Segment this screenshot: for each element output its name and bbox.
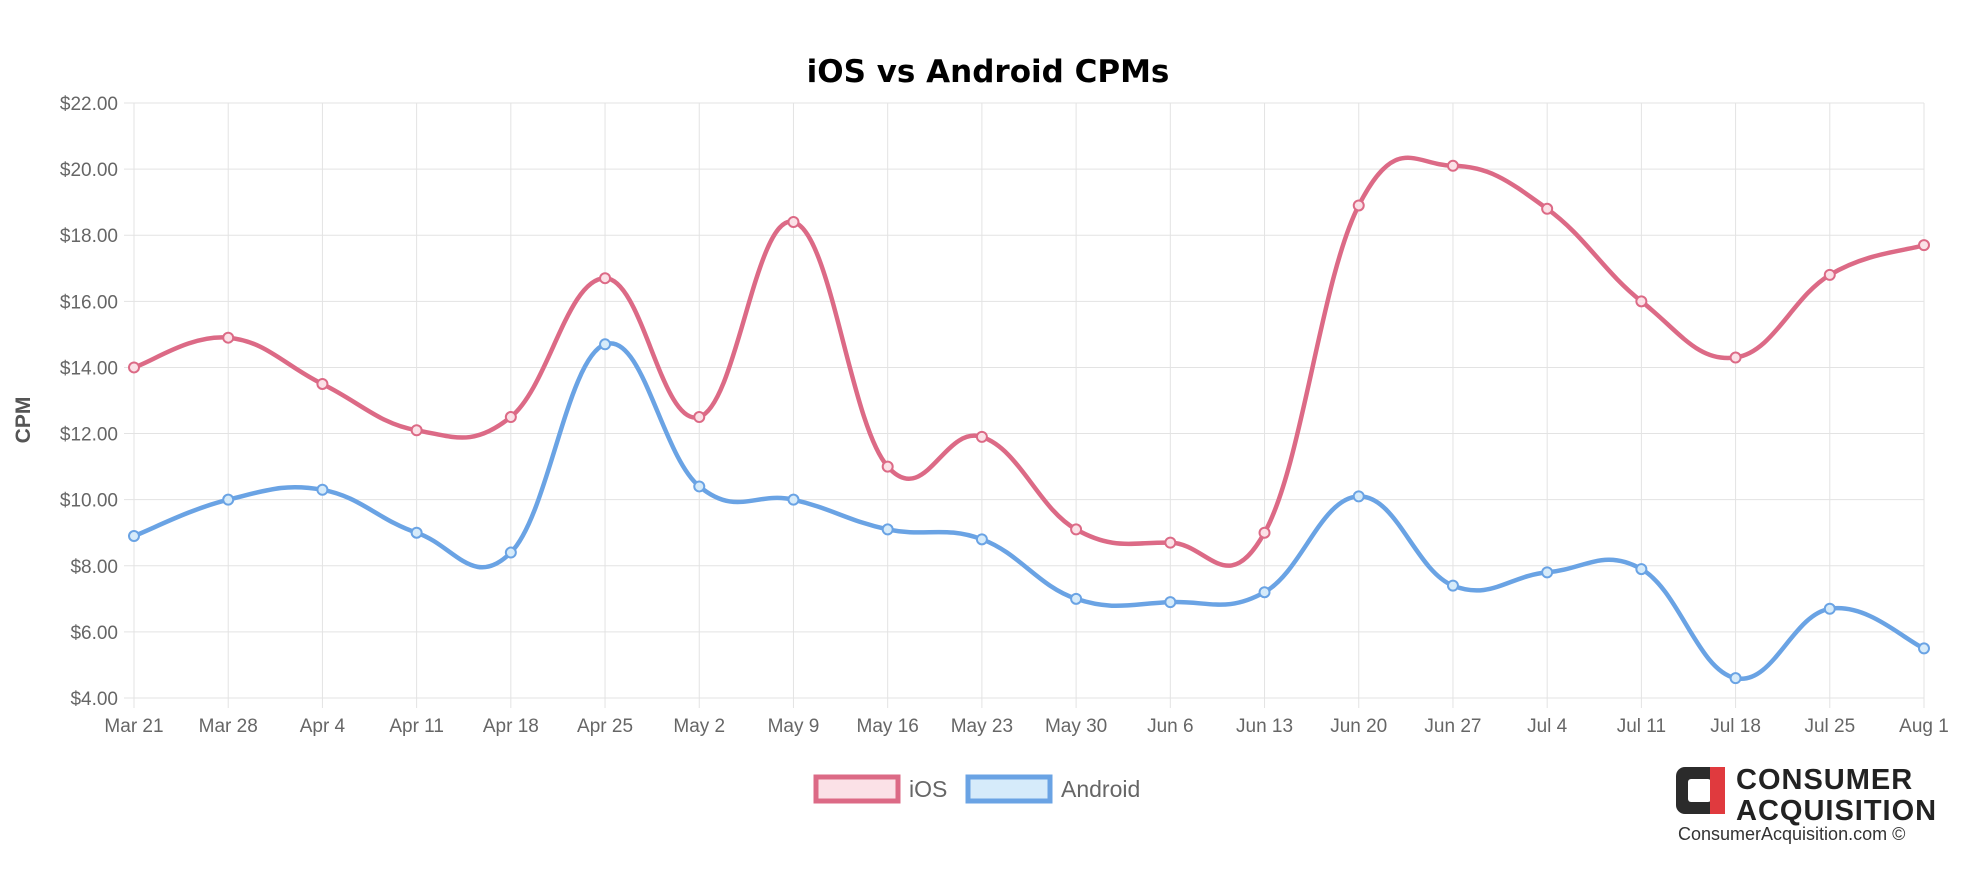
legend-label-android: Android bbox=[1061, 776, 1140, 802]
grid bbox=[124, 102, 1925, 708]
data-point-android[interactable] bbox=[1446, 579, 1459, 592]
x-tick-label: Jun 27 bbox=[1424, 716, 1481, 737]
legend-swatch-android bbox=[965, 774, 1053, 804]
logo-mark-red bbox=[1710, 767, 1725, 814]
data-point-android[interactable] bbox=[1164, 596, 1177, 609]
data-point-android[interactable] bbox=[1352, 490, 1365, 503]
x-tick-label: Apr 25 bbox=[577, 716, 633, 737]
data-point-android[interactable] bbox=[410, 526, 423, 539]
x-tick-label: May 30 bbox=[1045, 716, 1107, 737]
data-point-ios[interactable] bbox=[1446, 159, 1459, 172]
data-point-ios[interactable] bbox=[1258, 526, 1271, 539]
y-tick-label: $4.00 bbox=[70, 689, 118, 710]
data-point-android[interactable] bbox=[693, 480, 706, 493]
data-point-ios[interactable] bbox=[316, 377, 329, 390]
data-point-ios[interactable] bbox=[410, 424, 423, 437]
data-point-android[interactable] bbox=[599, 338, 612, 351]
data-point-android[interactable] bbox=[1541, 566, 1554, 579]
brand-logo: CONSUMER ACQUISITION ConsumerAcquisition… bbox=[1676, 764, 1937, 844]
series-lines bbox=[128, 155, 1930, 685]
legend-swatch-ios bbox=[813, 774, 901, 804]
x-tick-label: Jun 13 bbox=[1236, 716, 1293, 737]
x-tick-label: May 2 bbox=[673, 716, 725, 737]
x-tick-label: May 16 bbox=[857, 716, 919, 737]
y-tick-label: $16.00 bbox=[60, 292, 118, 313]
data-point-ios[interactable] bbox=[881, 460, 894, 473]
data-point-ios[interactable] bbox=[1070, 523, 1083, 536]
series-line-android bbox=[131, 341, 1927, 681]
x-tick-label: Jun 20 bbox=[1330, 716, 1387, 737]
y-tick-label: $18.00 bbox=[60, 226, 118, 247]
brand-line2: ACQUISITION bbox=[1736, 795, 1937, 827]
data-point-ios[interactable] bbox=[222, 331, 235, 344]
data-point-android[interactable] bbox=[128, 530, 140, 543]
data-point-ios[interactable] bbox=[1729, 351, 1742, 364]
data-point-android[interactable] bbox=[1729, 672, 1742, 685]
data-point-android[interactable] bbox=[1823, 602, 1836, 615]
data-point-android[interactable] bbox=[975, 533, 988, 546]
chart-title: iOS vs Android CPMs bbox=[807, 54, 1170, 90]
legend-item-ios[interactable]: iOS bbox=[813, 774, 947, 804]
x-tick-label: Mar 21 bbox=[104, 716, 163, 737]
data-point-ios[interactable] bbox=[1635, 295, 1648, 308]
logo-icon bbox=[1676, 767, 1725, 814]
y-tick-label: $8.00 bbox=[70, 557, 118, 578]
data-point-ios[interactable] bbox=[693, 411, 706, 424]
x-tick-label: Jun 6 bbox=[1147, 716, 1193, 737]
y-tick-label: $6.00 bbox=[70, 623, 118, 644]
data-point-ios[interactable] bbox=[599, 272, 612, 285]
data-point-ios[interactable] bbox=[787, 216, 800, 228]
brand-url: ConsumerAcquisition.com © bbox=[1678, 824, 1905, 844]
data-point-android[interactable] bbox=[881, 523, 894, 536]
x-tick-label: May 9 bbox=[768, 716, 820, 737]
y-tick-label: $14.00 bbox=[60, 358, 118, 379]
data-point-ios[interactable] bbox=[975, 430, 988, 443]
x-tick-label: Jul 4 bbox=[1527, 716, 1568, 737]
data-point-ios[interactable] bbox=[128, 361, 140, 374]
data-point-android[interactable] bbox=[1070, 592, 1083, 605]
data-point-ios[interactable] bbox=[1918, 239, 1930, 252]
x-tick-label: Apr 11 bbox=[389, 716, 444, 737]
data-point-ios[interactable] bbox=[504, 411, 517, 424]
x-tick-label: May 23 bbox=[951, 716, 1013, 737]
x-tick-label: Jul 18 bbox=[1710, 716, 1761, 737]
data-point-android[interactable] bbox=[222, 493, 235, 506]
data-point-ios[interactable] bbox=[1164, 536, 1177, 549]
data-point-android[interactable] bbox=[504, 546, 517, 559]
x-axis-ticks: Mar 21 Mar 28 Apr 4 Apr 11 Apr 18 Apr 25 May 2… bbox=[104, 716, 1948, 737]
data-point-ios[interactable] bbox=[1823, 268, 1836, 281]
data-point-android[interactable] bbox=[787, 493, 800, 506]
x-tick-label: Aug 1 bbox=[1899, 716, 1949, 737]
brand-line1: CONSUMER bbox=[1736, 764, 1913, 796]
series-line-ios bbox=[131, 155, 1927, 568]
y-tick-label: $10.00 bbox=[60, 491, 118, 512]
data-point-ios[interactable] bbox=[1352, 199, 1365, 212]
legend-label-ios: iOS bbox=[909, 776, 947, 802]
legend-item-android[interactable]: Android bbox=[965, 774, 1140, 804]
x-tick-label: Apr 4 bbox=[300, 716, 346, 737]
x-tick-label: Jul 11 bbox=[1617, 716, 1666, 737]
data-point-android[interactable] bbox=[316, 483, 329, 496]
x-tick-label: Mar 28 bbox=[199, 716, 258, 737]
y-tick-label: $20.00 bbox=[60, 160, 118, 181]
y-tick-label: $12.00 bbox=[60, 425, 118, 446]
x-tick-label: Apr 18 bbox=[483, 716, 539, 737]
data-point-ios[interactable] bbox=[1541, 202, 1554, 215]
y-axis-label: CPM bbox=[12, 397, 35, 444]
y-axis-ticks: $4.00 $6.00 $8.00 $10.00 $12.00 $14.00 $16.00 $… bbox=[60, 94, 118, 710]
logo-mark-hole bbox=[1688, 779, 1711, 802]
legend: iOS Android bbox=[813, 774, 1140, 804]
data-point-android[interactable] bbox=[1918, 642, 1930, 655]
data-point-android[interactable] bbox=[1258, 586, 1271, 599]
y-tick-label: $22.00 bbox=[60, 94, 118, 115]
x-tick-label: Jul 25 bbox=[1804, 716, 1855, 737]
data-point-android[interactable] bbox=[1635, 563, 1648, 576]
